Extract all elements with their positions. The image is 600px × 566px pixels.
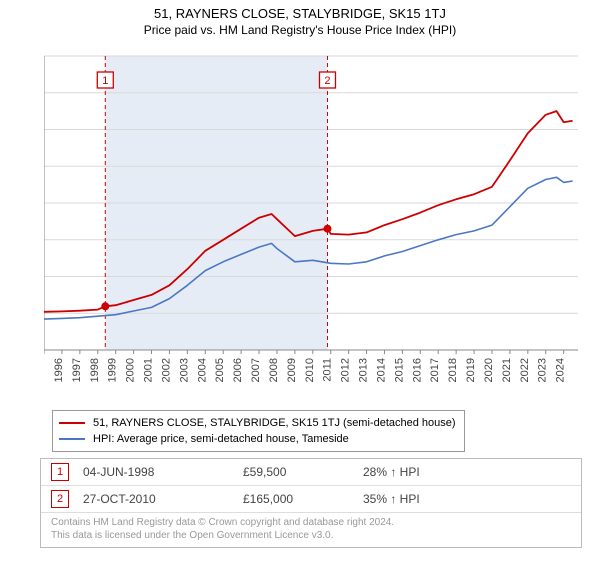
page-title: 51, RAYNERS CLOSE, STALYBRIDGE, SK15 1TJ xyxy=(0,6,600,21)
transaction-date: 04-JUN-1998 xyxy=(83,465,243,479)
svg-text:1995: 1995 xyxy=(44,358,47,382)
legend: 51, RAYNERS CLOSE, STALYBRIDGE, SK15 1TJ… xyxy=(52,410,465,452)
svg-text:2008: 2008 xyxy=(268,358,280,382)
transaction-date: 27-OCT-2010 xyxy=(83,492,243,506)
svg-text:2010: 2010 xyxy=(304,358,316,382)
svg-text:2005: 2005 xyxy=(214,358,226,382)
transactions-table: 1 04-JUN-1998 £59,500 28% ↑ HPI 2 27-OCT… xyxy=(40,458,582,548)
marker-box-icon: 2 xyxy=(51,490,69,508)
svg-text:2011: 2011 xyxy=(322,358,334,382)
svg-text:1999: 1999 xyxy=(107,358,119,382)
legend-swatch xyxy=(59,422,85,424)
svg-text:2001: 2001 xyxy=(143,358,155,382)
transaction-delta: 28% ↑ HPI xyxy=(363,465,581,479)
svg-text:2006: 2006 xyxy=(232,358,244,382)
svg-text:2018: 2018 xyxy=(447,358,459,382)
svg-text:2020: 2020 xyxy=(483,358,495,382)
svg-text:2022: 2022 xyxy=(519,358,531,382)
legend-item: HPI: Average price, semi-detached house,… xyxy=(59,431,456,447)
svg-text:2017: 2017 xyxy=(429,358,441,382)
svg-text:1: 1 xyxy=(102,75,108,87)
footer-attribution: Contains HM Land Registry data © Crown c… xyxy=(41,513,581,547)
svg-text:2013: 2013 xyxy=(358,358,370,382)
svg-text:2000: 2000 xyxy=(125,358,137,382)
svg-text:1998: 1998 xyxy=(89,358,101,382)
page-subtitle: Price paid vs. HM Land Registry's House … xyxy=(0,23,600,37)
svg-text:1996: 1996 xyxy=(53,358,65,382)
svg-text:1997: 1997 xyxy=(71,358,83,382)
legend-item: 51, RAYNERS CLOSE, STALYBRIDGE, SK15 1TJ… xyxy=(59,415,456,431)
marker-box-icon: 1 xyxy=(51,463,69,481)
legend-label: HPI: Average price, semi-detached house,… xyxy=(93,431,349,447)
svg-text:2023: 2023 xyxy=(537,358,549,382)
svg-text:2003: 2003 xyxy=(178,358,190,382)
svg-text:2004: 2004 xyxy=(196,358,208,382)
svg-text:2009: 2009 xyxy=(286,358,298,382)
line-chart: £0£50K£100K£150K£200K£250K£300K£350K£400… xyxy=(44,52,584,402)
chart-area: £0£50K£100K£150K£200K£250K£300K£350K£400… xyxy=(44,52,584,402)
table-row: 1 04-JUN-1998 £59,500 28% ↑ HPI xyxy=(41,459,581,486)
transaction-price: £59,500 xyxy=(243,465,363,479)
svg-text:2024: 2024 xyxy=(555,358,567,382)
svg-text:2012: 2012 xyxy=(340,358,352,382)
table-row: 2 27-OCT-2010 £165,000 35% ↑ HPI xyxy=(41,486,581,513)
svg-text:2007: 2007 xyxy=(250,358,262,382)
svg-text:2002: 2002 xyxy=(160,358,172,382)
transaction-price: £165,000 xyxy=(243,492,363,506)
svg-text:2: 2 xyxy=(324,75,330,87)
svg-text:2016: 2016 xyxy=(411,358,423,382)
legend-swatch xyxy=(59,438,85,440)
svg-text:2015: 2015 xyxy=(393,358,405,382)
legend-label: 51, RAYNERS CLOSE, STALYBRIDGE, SK15 1TJ… xyxy=(93,415,456,431)
svg-text:2021: 2021 xyxy=(501,358,513,382)
svg-text:2014: 2014 xyxy=(375,358,387,382)
svg-text:2019: 2019 xyxy=(465,358,477,382)
transaction-delta: 35% ↑ HPI xyxy=(363,492,581,506)
